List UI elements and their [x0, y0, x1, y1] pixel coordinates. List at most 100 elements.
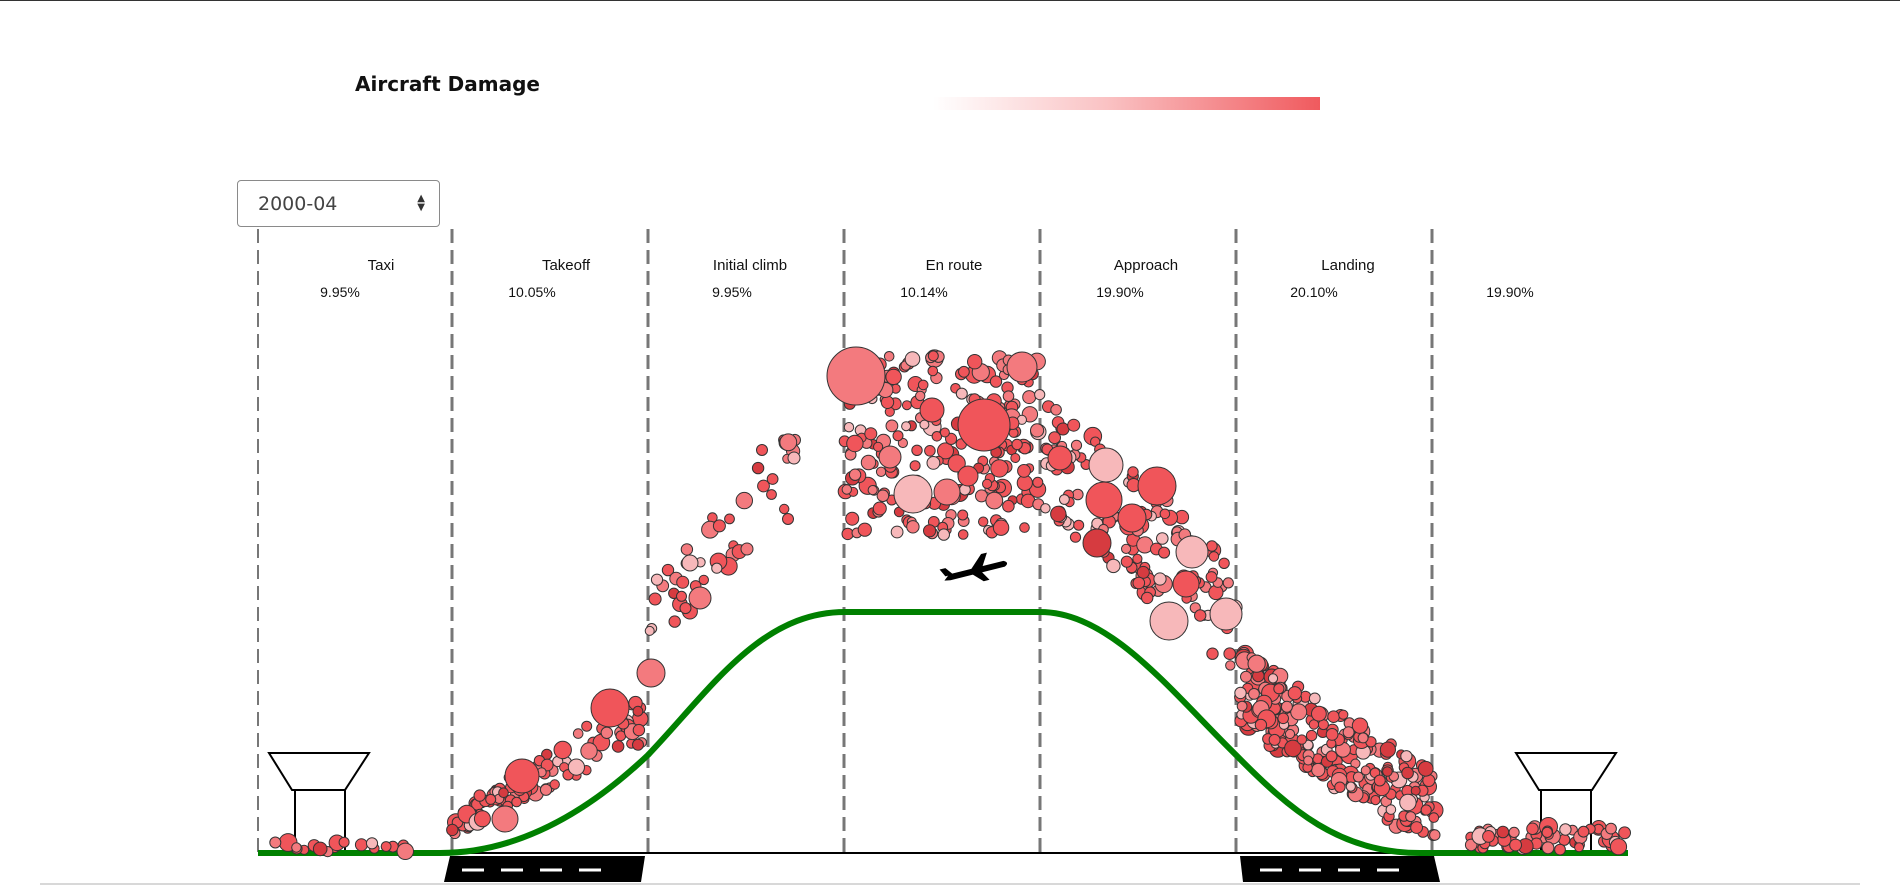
incident-bubble [553, 740, 572, 760]
incident-bubble [688, 586, 712, 610]
incident-bubble [1311, 705, 1327, 722]
incident-bubble [1159, 508, 1171, 520]
incident-bubble [1222, 577, 1234, 589]
incident-bubble [982, 478, 993, 489]
incident-bubble [1428, 812, 1440, 823]
incident-bubble [1609, 838, 1628, 856]
incident-bubble [897, 437, 909, 449]
incident-bubble [735, 491, 753, 510]
incident-bubble [1011, 438, 1023, 451]
incident-bubble [1070, 439, 1083, 451]
incident-bubble [1132, 553, 1143, 565]
incident-bubble [1385, 804, 1397, 815]
incident-bubble [1305, 729, 1318, 742]
incident-bubble [779, 503, 790, 515]
incident-bubble [911, 444, 923, 456]
incident-bubble [757, 479, 770, 493]
incident-bubble [880, 395, 895, 409]
incident-bubble [1022, 390, 1037, 405]
incident-bubble [924, 445, 936, 457]
incident-bubble [712, 519, 726, 533]
incident-bubble [1117, 503, 1147, 533]
phase-percent-after-landing: 19.90% [1486, 284, 1533, 300]
incident-bubble [1002, 390, 1015, 403]
incident-bubble [1218, 557, 1230, 569]
incident-bubble [978, 516, 989, 527]
incident-bubble [644, 625, 655, 636]
phase-percent-en-route: 10.14% [900, 284, 947, 300]
incident-bubble [1085, 481, 1123, 519]
incident-bubble [957, 509, 969, 521]
incident-bubble [1290, 703, 1308, 721]
incident-bubble [1050, 404, 1062, 416]
incident-bubble [396, 842, 414, 860]
incident-bubble [1574, 842, 1585, 853]
bottom-scroll-edge [40, 883, 1860, 885]
incident-bubble [1311, 762, 1326, 778]
period-select[interactable]: 2000-04 ▲ ▼ [237, 180, 440, 227]
incident-bubble [1267, 673, 1279, 684]
incident-bubble [915, 390, 926, 402]
incident-bubble [680, 543, 694, 556]
incident-bubble [1345, 781, 1356, 792]
top-border [0, 0, 1900, 1]
incident-bubble [958, 365, 970, 378]
incident-bubble [269, 836, 282, 849]
incident-bubble [1284, 728, 1296, 740]
incident-bubble [875, 466, 887, 477]
incident-bubble [1277, 712, 1289, 725]
incident-bubble [1002, 499, 1015, 513]
incident-bubble [365, 837, 379, 850]
incident-bubble [901, 421, 912, 432]
incident-bubble [380, 841, 392, 852]
incident-bubble [1401, 766, 1414, 780]
incident-bubble [1351, 717, 1369, 734]
incident-bubble [1236, 700, 1248, 712]
incident-bubble [1496, 825, 1510, 839]
incident-bubble [1605, 822, 1617, 835]
incident-bubble [1156, 532, 1169, 545]
incident-bubble [919, 419, 930, 430]
incident-bubble [661, 563, 675, 577]
incident-bubble [1273, 683, 1285, 695]
incident-bubble [1247, 654, 1266, 673]
incident-bubble [1141, 591, 1154, 605]
incident-bubble [1373, 774, 1386, 787]
incident-bubble [312, 841, 328, 857]
incident-bubble [1030, 423, 1045, 438]
incident-bubble [845, 511, 860, 526]
incident-bubble [782, 513, 794, 525]
incident-bubble [779, 433, 798, 452]
incident-bubble [901, 400, 912, 411]
incident-bubble [1482, 830, 1495, 843]
incident-bubble [1541, 841, 1555, 855]
incident-bubble [1006, 351, 1038, 383]
incident-bubble [885, 419, 899, 433]
incident-bubble [1240, 670, 1252, 683]
incident-bubble [581, 720, 593, 732]
phase-percent-takeoff: 10.05% [508, 284, 555, 300]
incident-bubble [857, 522, 872, 537]
incident-bubble [992, 519, 1010, 536]
incident-bubble [893, 474, 933, 514]
incident-bubble [756, 444, 768, 456]
incident-bubble [846, 434, 864, 453]
incident-bubble [766, 473, 779, 485]
incident-bubble [1149, 601, 1189, 641]
incident-bubble [1382, 766, 1393, 777]
incident-bubble [1067, 418, 1081, 432]
incident-bubble [989, 375, 1003, 388]
phase-label-landing: Landing [1321, 257, 1374, 274]
incident-bubble [549, 779, 560, 790]
incident-bubble [873, 441, 884, 452]
incident-bubble [841, 484, 852, 495]
incident-bubble [504, 758, 540, 794]
phase-label-initial-climb: Initial climb [713, 257, 787, 274]
incident-bubble [1296, 734, 1308, 745]
incident-bubble [1248, 688, 1260, 700]
incident-bubble [1056, 422, 1070, 436]
incident-bubble [1379, 741, 1397, 758]
runway-landing [1240, 856, 1440, 882]
incident-bubble [1352, 771, 1364, 783]
